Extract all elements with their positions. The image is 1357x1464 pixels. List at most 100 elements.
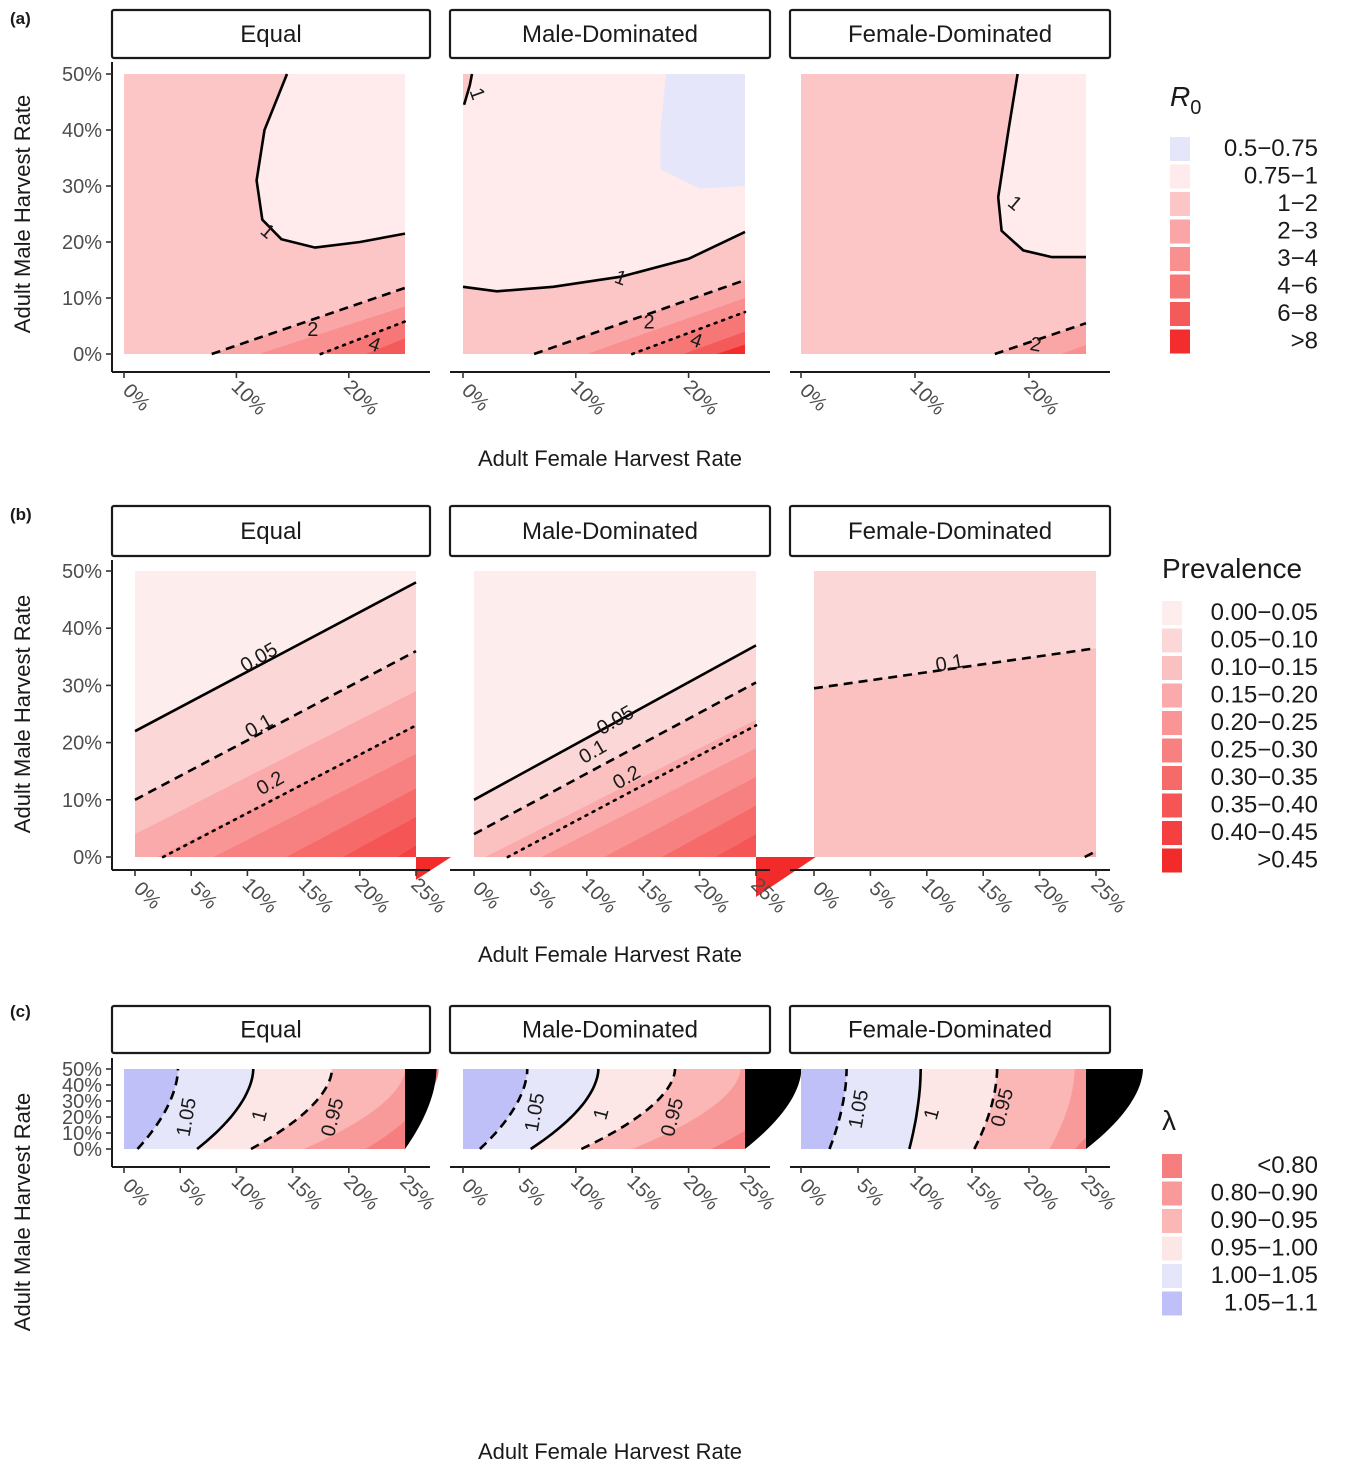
contour-line	[473, 681, 757, 836]
legend-2: Prevalence 0.00−0.050.05−0.100.10−0.150.1…	[1162, 553, 1318, 874]
contour-labels: 1.05 1 0.95	[845, 1086, 1018, 1130]
legend-swatch	[1162, 1181, 1182, 1206]
x-tick-label: 15%	[294, 874, 338, 918]
y-tick-label: 10%	[62, 1123, 102, 1145]
legend-label: 0.10−0.15	[1211, 654, 1318, 681]
facet-female-dominated: Female-Dominated 0.1 0% 5% 10% 15% 20% 25%	[788, 504, 1130, 918]
x-tick-label: 10%	[227, 1171, 271, 1215]
facet-strip	[110, 1004, 432, 1055]
facet-strip	[788, 504, 1112, 558]
fill-band	[343, 817, 416, 857]
facet-strip	[788, 1004, 1112, 1055]
contour-label: 0.1	[934, 650, 965, 676]
legend-label: 0.30−0.35	[1211, 764, 1318, 791]
facet-strip	[448, 1004, 772, 1055]
legend-label: 0.00−0.05	[1211, 599, 1318, 626]
contour-lines	[828, 1068, 999, 1150]
contour-label: 1	[248, 1107, 272, 1123]
x-tick-label: 10%	[566, 1171, 610, 1215]
x-tick-label: 20%	[1019, 1171, 1063, 1215]
legend-label: 0.15−0.20	[1211, 682, 1318, 709]
contour-label-text: 1	[248, 1107, 272, 1123]
y-tick-label: 30%	[62, 675, 102, 697]
fill-band	[715, 834, 756, 857]
fill-band	[256, 74, 405, 248]
fill-band	[998, 74, 1086, 258]
contour-fills	[814, 571, 1096, 857]
legend-label: 6−8	[1277, 300, 1318, 327]
contour-line	[994, 321, 1087, 356]
legend-title: λ	[1162, 1105, 1176, 1136]
legend-swatch	[1162, 1154, 1182, 1178]
x-tick-label: 25%	[1086, 874, 1130, 918]
fill-band	[416, 857, 452, 880]
y-tick-label: 10%	[62, 790, 102, 812]
y-tick-label: 0%	[73, 847, 102, 869]
legend-label: 0.35−0.40	[1211, 792, 1318, 819]
x-tick-label: 20%	[690, 874, 734, 918]
contour-label-text: 2	[307, 319, 318, 341]
y-tick-label: 50%	[62, 64, 102, 86]
x-tick-label: 0%	[457, 380, 493, 416]
contour-line	[529, 1068, 600, 1151]
fill-band	[974, 1069, 1086, 1149]
contour-line	[462, 230, 746, 293]
fill-band	[756, 857, 816, 897]
facet-strip	[110, 8, 432, 60]
x-tick-label: 15%	[623, 1171, 667, 1215]
facet-strip	[448, 8, 772, 60]
y-tick-label: 40%	[62, 120, 102, 142]
legend-1: R0 0.5−0.750.75−11−22−33−44−66−8>8	[1170, 81, 1318, 355]
fill-band	[814, 648, 1096, 857]
legend-label: 0.90−0.95	[1211, 1207, 1318, 1234]
x-tick-label: 25%	[395, 1171, 439, 1215]
x-tick-label: 5%	[865, 878, 901, 914]
x-tick-label: 10%	[566, 376, 610, 420]
fill-band	[716, 344, 745, 354]
contour-fills	[124, 1069, 439, 1149]
x-tick-label: 10%	[238, 874, 282, 918]
contour-label-text: 1	[590, 1106, 614, 1122]
x-tick-label: 5%	[514, 1175, 550, 1211]
facet-strip	[788, 8, 1112, 60]
legend-swatch	[1162, 656, 1182, 680]
fill-band	[1086, 1069, 1143, 1149]
contour-lines	[473, 644, 758, 859]
x-tick-label: 5%	[525, 878, 561, 914]
legend-label: >0.45	[1257, 847, 1318, 874]
legend-swatch	[1162, 766, 1182, 790]
y-tick-label: 10%	[62, 288, 102, 310]
x-tick-label: 0%	[118, 380, 154, 416]
contour-label: 1	[920, 1106, 944, 1122]
fill-band	[632, 1069, 745, 1149]
x-tick-label: 0%	[457, 1175, 493, 1211]
x-tick-label: 15%	[283, 1171, 327, 1215]
y-axis-title: Adult Male Harvest Rate	[10, 1093, 35, 1331]
contour-fills	[463, 74, 745, 354]
contour-lines	[134, 581, 418, 859]
x-tick-label: 5%	[185, 878, 221, 914]
x-tick-label: 5%	[852, 1175, 888, 1211]
x-tick-label: 0%	[468, 878, 504, 914]
x-axis-title: Adult Female Harvest Rate	[478, 1439, 742, 1464]
x-tick-label: 20%	[339, 1171, 383, 1215]
contour-labels: 0.1	[934, 650, 965, 676]
contour-line	[1084, 850, 1097, 859]
contour-line	[533, 278, 746, 356]
contour-line	[196, 1068, 255, 1151]
legend-swatch	[1170, 164, 1190, 189]
legend-label: 4−6	[1277, 273, 1318, 300]
contour-line	[506, 724, 758, 859]
legend-swatch	[1170, 219, 1190, 244]
facet-strip	[110, 504, 432, 558]
x-axis-title: Adult Female Harvest Rate	[478, 446, 742, 471]
y-tick-label: 0%	[73, 344, 102, 366]
legend-swatch	[1162, 1209, 1182, 1233]
legend-swatch	[1170, 302, 1190, 326]
contour-line	[908, 1068, 922, 1150]
